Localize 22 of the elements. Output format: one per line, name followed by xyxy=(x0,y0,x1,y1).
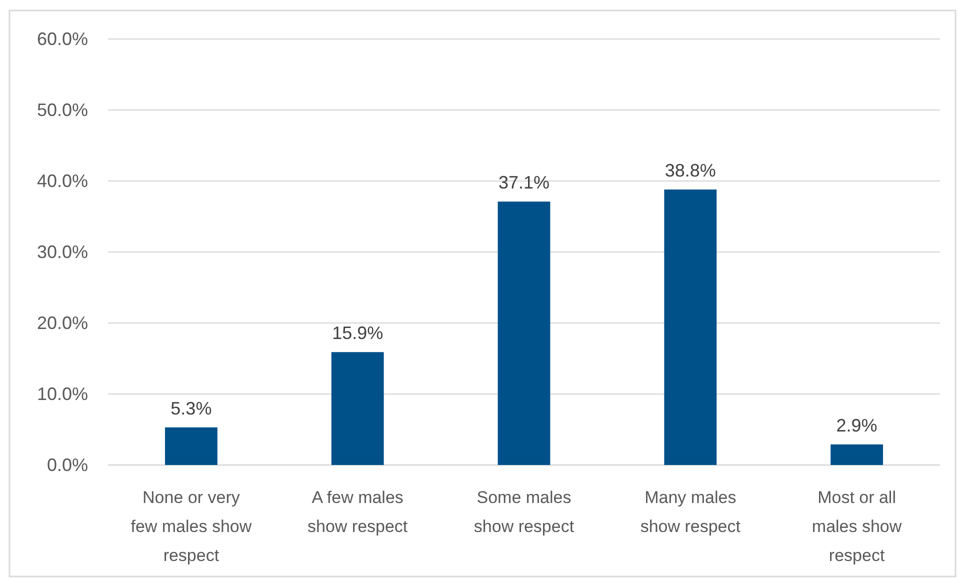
y-tick-label: 50.0% xyxy=(36,100,88,120)
bar xyxy=(830,444,884,465)
y-tick-label: 40.0% xyxy=(36,170,88,191)
data-label: 5.3% xyxy=(170,398,212,418)
x-tick-label: A few males show respect xyxy=(308,488,408,536)
data-label: 15.9% xyxy=(332,323,384,344)
x-tick-label: Most or all males show respect xyxy=(812,488,902,565)
data-label: 2.9% xyxy=(836,415,878,436)
y-tick-label: 60.0% xyxy=(36,28,88,49)
y-tick-label: 10.0% xyxy=(36,384,88,404)
x-tick-label: Some males show respect xyxy=(474,488,574,536)
data-label: 37.1% xyxy=(498,172,550,193)
y-tick-label: 20.0% xyxy=(36,312,88,333)
x-tick-label: None or very few males show respect xyxy=(130,488,252,565)
y-tick-label: 30.0% xyxy=(36,242,88,262)
y-tick-label: 0.0% xyxy=(46,454,88,475)
bar xyxy=(498,202,550,465)
bar xyxy=(664,190,717,465)
bar xyxy=(164,427,218,465)
bar xyxy=(331,352,384,465)
x-tick-label: Many males show respect xyxy=(640,488,741,536)
data-label: 38.8% xyxy=(664,160,716,181)
